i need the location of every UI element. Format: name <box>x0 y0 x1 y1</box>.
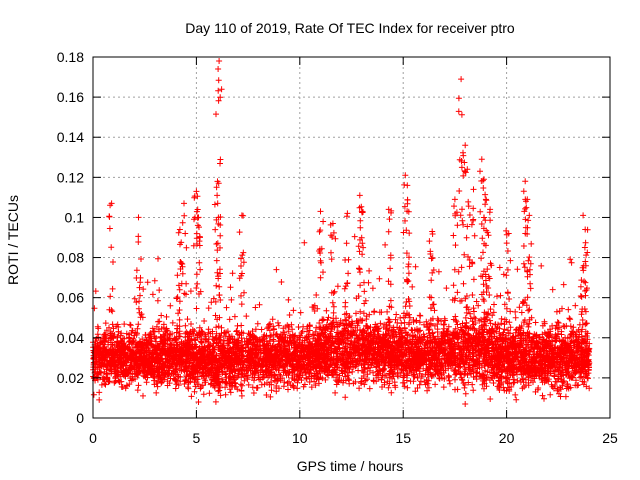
x-tick-label: 25 <box>602 430 618 446</box>
x-tick-label: 10 <box>292 430 308 446</box>
y-tick-label: 0.1 <box>65 209 85 225</box>
y-tick-label: 0.06 <box>57 290 84 306</box>
y-axis-label: ROTI / TECUs <box>5 195 21 285</box>
x-tick-labels: 0 5 10 15 20 25 <box>89 430 618 446</box>
plot-area-border <box>92 56 611 419</box>
x-tick-label: 15 <box>395 430 411 446</box>
data-points <box>90 58 593 407</box>
y-tick-label: 0.02 <box>57 370 84 386</box>
roti-scatter-series <box>90 58 593 407</box>
x-tick-label: 0 <box>89 430 97 446</box>
x-axis-label: GPS time / hours <box>297 458 404 474</box>
y-tick-label: 0.18 <box>57 49 84 65</box>
chart-title: Day 110 of 2019, Rate Of TEC Index for r… <box>185 20 515 36</box>
y-tick-label: 0.08 <box>57 250 84 266</box>
y-tick-labels: 0 0.02 0.04 0.06 0.08 0.1 0.12 0.14 0.16 0.18 <box>57 49 84 426</box>
y-tick-label: 0.16 <box>57 89 84 105</box>
y-tick-label: 0.14 <box>57 129 84 145</box>
x-tick-label: 5 <box>193 430 201 446</box>
axis-ticks <box>92 56 611 419</box>
x-tick-label: 20 <box>499 430 515 446</box>
y-tick-label: 0.12 <box>57 169 84 185</box>
y-tick-label: 0 <box>76 410 84 426</box>
y-tick-label: 0.04 <box>57 330 84 346</box>
